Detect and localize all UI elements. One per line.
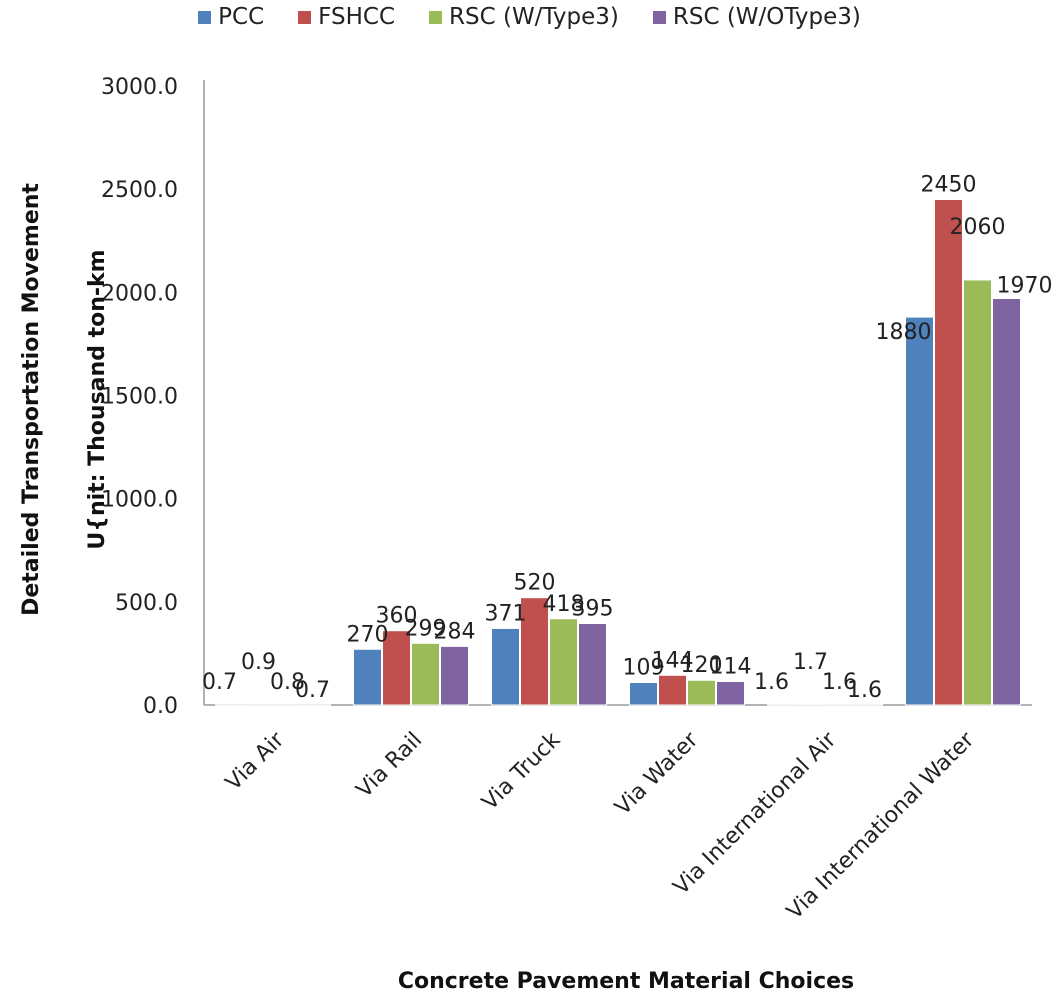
legend-item: FSHCC [298,4,395,30]
bar [658,674,687,706]
bar [382,630,411,706]
bar [687,679,716,706]
y-tick-label: 1000.0 [101,488,178,513]
y-tick-label: 0.0 [143,694,178,719]
bar [353,648,382,706]
bar [934,198,963,706]
legend-swatch [429,10,443,24]
legend-label: FSHCC [318,4,396,30]
data-label: 360 [376,604,418,629]
data-label: 144 [652,648,694,673]
bar [905,316,934,706]
y-axis-title: Detailed Transportation Movement [19,183,44,616]
data-label: 0.8 [270,670,305,695]
data-label: 120 [681,653,723,678]
bar [520,597,549,706]
bar [440,645,469,706]
bar [796,704,825,706]
legend-item: RSC (W/OType3) [652,4,861,30]
bar [244,704,273,706]
legend: PCC FSHCC RSC (W/Type3) RSC (W/OType3) [0,4,1059,30]
y-tick-label: 2500.0 [101,178,178,203]
bar [491,627,520,706]
bar [578,622,607,706]
data-label: 395 [572,596,614,621]
legend-label: RSC (W/OType3) [672,4,861,30]
x-tick-label: Via Rail [352,728,427,803]
bar [629,682,658,706]
x-tick-label: Via Water [610,727,703,820]
legend-label: PCC [218,4,265,30]
y-tick-label: 1500.0 [101,385,178,410]
data-label: 1.7 [793,650,828,675]
legend-item: PCC [198,4,264,30]
bar [215,704,244,706]
data-label: 520 [514,571,556,596]
bar [273,704,302,706]
legend-item: RSC (W/Type3) [429,4,619,30]
bar [992,298,1021,706]
data-label: 0.7 [202,670,237,695]
data-label: 1.6 [822,670,857,695]
data-label: 0.9 [241,650,276,675]
x-tick-label: Via Air [221,727,290,796]
data-label: 1880 [876,320,932,345]
bar [411,642,440,706]
bar [767,704,796,706]
data-label: 2060 [950,215,1006,240]
y-tick-label: 2000.0 [101,281,178,306]
data-label: 284 [434,619,476,644]
data-label: 418 [543,592,585,617]
bar [716,680,745,706]
bar [302,704,331,706]
x-tick-label: Via Truck [477,727,565,815]
y-axis-title-unit: U{nit: Thousand ton-km [85,249,110,549]
legend-swatch [198,10,212,24]
bar [854,704,883,706]
data-label: 1.6 [754,670,789,695]
bar [825,704,854,706]
legend-swatch [652,10,666,24]
data-label: 270 [347,622,389,647]
legend-swatch [298,10,312,24]
bar [963,279,992,706]
data-label: 114 [710,654,752,679]
data-label: 371 [485,601,527,626]
data-label: 0.7 [295,678,330,703]
x-axis-title: Concrete Pavement Material Choices [398,969,854,994]
data-label: 2450 [921,172,977,197]
y-tick-label: 500.0 [115,591,178,616]
data-label: 1.6 [847,678,882,703]
data-label: 109 [623,656,665,681]
legend-label: RSC (W/Type3) [449,4,619,30]
data-label: 1970 [997,274,1053,299]
data-label: 299 [405,616,447,641]
y-tick-label: 3000.0 [101,75,178,100]
bar [549,618,578,706]
